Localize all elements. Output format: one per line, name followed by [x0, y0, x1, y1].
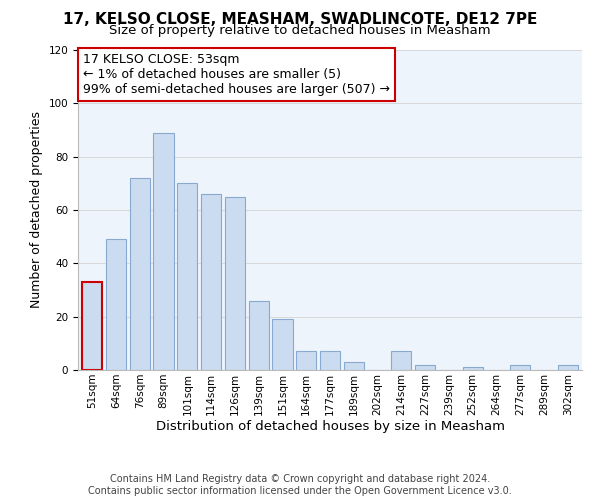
Bar [320, 352, 340, 370]
Bar [225, 196, 245, 370]
Bar [106, 240, 126, 370]
Bar [177, 184, 197, 370]
X-axis label: Distribution of detached houses by size in Measham: Distribution of detached houses by size … [155, 420, 505, 434]
Bar [82, 282, 103, 370]
Bar [201, 194, 221, 370]
Bar [248, 300, 269, 370]
Y-axis label: Number of detached properties: Number of detached properties [30, 112, 43, 308]
Bar [391, 352, 412, 370]
Text: Size of property relative to detached houses in Measham: Size of property relative to detached ho… [109, 24, 491, 37]
Bar [557, 364, 578, 370]
Text: Contains HM Land Registry data © Crown copyright and database right 2024.
Contai: Contains HM Land Registry data © Crown c… [88, 474, 512, 496]
Bar [344, 362, 364, 370]
Bar [510, 364, 530, 370]
Bar [415, 364, 435, 370]
Text: 17, KELSO CLOSE, MEASHAM, SWADLINCOTE, DE12 7PE: 17, KELSO CLOSE, MEASHAM, SWADLINCOTE, D… [63, 12, 537, 28]
Text: 17 KELSO CLOSE: 53sqm
← 1% of detached houses are smaller (5)
99% of semi-detach: 17 KELSO CLOSE: 53sqm ← 1% of detached h… [83, 53, 390, 96]
Bar [272, 320, 293, 370]
Bar [130, 178, 150, 370]
Bar [296, 352, 316, 370]
Bar [154, 132, 173, 370]
Bar [463, 368, 483, 370]
